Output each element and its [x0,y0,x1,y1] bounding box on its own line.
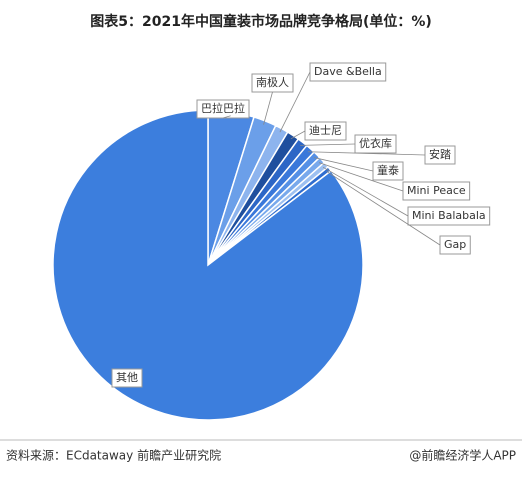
leader-line [307,151,426,156]
leader-line [322,166,409,217]
leader-line [279,71,311,133]
slice-label: Gap [444,238,466,251]
credit: @前瞻经济学人APP [409,448,516,463]
slice-label: 优衣库 [359,136,392,150]
slice-label: Mini Peace [407,184,466,197]
slice-label: 南极人 [256,75,289,89]
leader-line [318,162,404,192]
slice-label: Mini Balabala [412,209,486,222]
chart-title: 图表5：2021年中国童装市场品牌竞争格局(单位：%) [90,13,432,30]
slice-label: 其他 [116,371,138,384]
pie-slice [52,109,364,421]
leader-line [300,143,356,146]
leader-line [314,157,374,172]
leader-line [326,170,441,246]
leader-line [290,130,306,140]
slice-label: 安踏 [429,147,451,161]
slice-label: 迪士尼 [309,124,342,137]
slice-label: 巴拉巴拉 [201,101,245,115]
slice-label: 童泰 [377,163,399,177]
source: 资料来源：ECdataway 前瞻产业研究院 [6,448,221,463]
slice-label: Dave &Bella [314,65,382,78]
label-box [111,368,143,388]
leader-line [263,91,273,125]
leader-line [222,115,231,119]
